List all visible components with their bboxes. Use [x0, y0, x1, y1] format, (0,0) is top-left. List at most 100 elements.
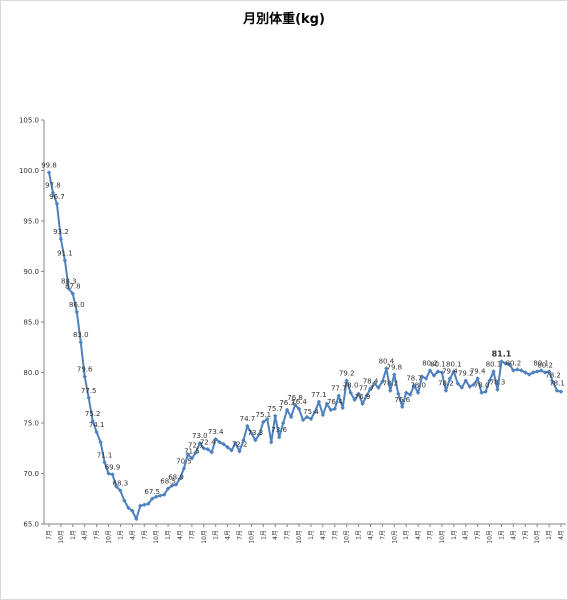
data-point — [90, 418, 95, 424]
x-tick-label: 10月 — [201, 530, 208, 544]
data-label: 80.1 — [446, 360, 462, 368]
data-point — [225, 445, 230, 450]
data-label: 71.1 — [97, 451, 113, 459]
data-point — [495, 387, 500, 392]
data-point — [146, 501, 151, 506]
data-point — [165, 486, 171, 491]
data-label: 78.1 — [549, 380, 565, 388]
data-label: 80.2 — [506, 359, 522, 367]
data-point — [523, 370, 528, 375]
x-tick-label: 7月 — [522, 530, 529, 540]
data-point — [86, 395, 91, 400]
data-point — [519, 368, 524, 373]
data-point — [292, 402, 298, 408]
data-point — [312, 409, 318, 415]
data-point — [499, 359, 504, 364]
data-label: 76.8 — [287, 394, 303, 402]
data-label: 76.4 — [327, 398, 343, 406]
data-point — [356, 391, 361, 396]
data-point — [475, 376, 480, 381]
data-label: 79.4 — [442, 368, 458, 376]
data-point — [300, 417, 306, 423]
data-point — [98, 439, 103, 445]
data-point — [118, 488, 123, 493]
data-point — [483, 389, 488, 394]
data-point — [435, 369, 441, 374]
data-point — [249, 430, 254, 436]
data-label: 97.8 — [45, 182, 61, 190]
data-label: 78.0 — [410, 382, 426, 390]
data-point — [316, 399, 322, 404]
data-point — [328, 407, 333, 413]
x-tick-label: 1月 — [117, 530, 124, 540]
x-tick-label: 7月 — [94, 530, 101, 540]
x-tick-label: 7月 — [141, 530, 148, 540]
x-tick-label: 1月 — [165, 530, 172, 540]
data-label: 75.1 — [256, 411, 272, 419]
data-point — [554, 388, 560, 393]
data-label: 68.3 — [113, 480, 129, 488]
data-label: 83.0 — [73, 331, 89, 339]
data-point — [400, 404, 405, 410]
data-label: 91.1 — [57, 249, 73, 257]
data-point — [471, 382, 476, 387]
data-point — [459, 385, 464, 390]
x-tick-label: 4月 — [82, 530, 89, 540]
data-label: 74.1 — [89, 421, 105, 429]
data-label: 79.6 — [77, 366, 93, 374]
data-label: 77.1 — [311, 391, 327, 399]
data-point — [531, 370, 536, 375]
data-label: 79.2 — [339, 370, 355, 378]
data-point — [62, 258, 68, 263]
x-tick-label: 1月 — [403, 530, 410, 540]
data-point — [233, 441, 238, 446]
x-tick-label: 10月 — [439, 530, 446, 544]
x-tick-label: 1月 — [451, 530, 458, 540]
data-point — [205, 447, 210, 452]
x-tick-label: 4月 — [367, 530, 374, 540]
data-point — [122, 498, 127, 503]
data-point — [427, 368, 433, 373]
data-point — [245, 423, 250, 429]
data-point — [348, 390, 353, 395]
data-point — [181, 466, 187, 471]
data-point — [142, 502, 147, 508]
x-tick-label: 7月 — [284, 530, 291, 540]
data-label: 75.4 — [303, 408, 319, 416]
data-point — [217, 439, 222, 445]
y-tick-label: 75.0 — [23, 420, 39, 428]
data-point — [404, 390, 409, 395]
data-label: 99.8 — [41, 162, 57, 170]
x-tick-label: 7月 — [237, 530, 244, 540]
data-point — [110, 472, 115, 477]
data-point — [340, 405, 345, 411]
data-label: 77.5 — [81, 387, 97, 395]
data-point — [94, 429, 99, 435]
x-tick-label: 4月 — [510, 530, 517, 540]
y-tick-label: 70.0 — [23, 470, 39, 478]
data-point — [102, 460, 107, 465]
data-label: 73.3 — [248, 429, 264, 437]
data-point — [451, 369, 457, 374]
data-point — [169, 483, 175, 488]
data-point — [407, 392, 413, 397]
data-label: 80.1 — [486, 360, 502, 368]
x-axis: 7月 10月 1月 4月 7月 10月 1月 4月 7月 10月 1月 4月 7月 10月 1月 4月 7月 10… — [44, 523, 566, 544]
x-tick-label: 4月 — [320, 530, 327, 540]
x-tick-label: 10月 — [534, 530, 541, 544]
data-point — [332, 406, 337, 412]
data-point — [197, 441, 203, 446]
x-tick-label: 7月 — [427, 530, 434, 540]
data-point — [213, 436, 218, 442]
y-axis: 65.0 70.0 75.0 80.0 85.0 90.0 95.0 100.0 105.0 — [19, 117, 45, 529]
data-point — [447, 376, 453, 381]
x-tick-label: 10月 — [296, 530, 303, 544]
data-point — [507, 362, 512, 367]
data-point — [221, 442, 226, 447]
data-point — [177, 476, 183, 481]
data-point — [372, 381, 377, 386]
data-label: 81.1 — [492, 349, 512, 358]
data-point — [384, 366, 389, 371]
data-point — [161, 492, 167, 497]
